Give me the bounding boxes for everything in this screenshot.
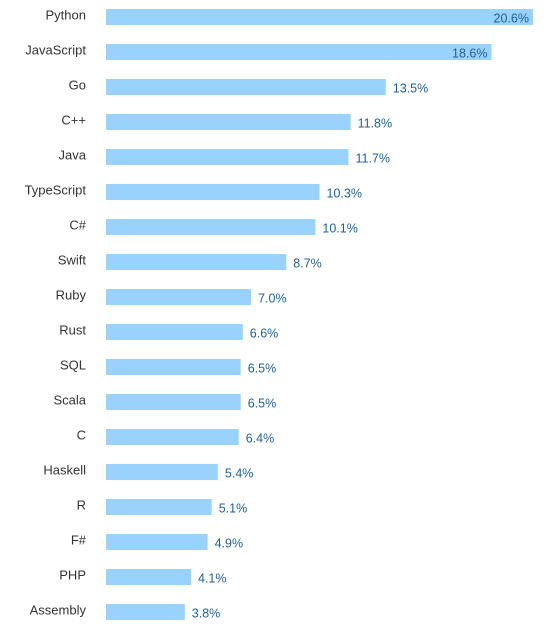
value-label-python: 20.6% [494, 11, 529, 25]
bar-scala [106, 394, 241, 410]
category-label-c: C [77, 427, 86, 442]
bar-php [106, 569, 191, 585]
value-label-scala: 6.5% [248, 396, 277, 410]
category-label-ruby: Ruby [56, 287, 87, 302]
bar-assembly [106, 604, 185, 620]
value-label-ruby: 7.0% [258, 291, 287, 305]
category-label-python: Python [46, 7, 86, 22]
bar-c [106, 429, 239, 445]
category-label-assembly: Assembly [30, 602, 87, 617]
category-label-javascript: JavaScript [25, 42, 86, 57]
bar-swift [106, 254, 287, 270]
bar-csharp [106, 219, 316, 235]
value-label-rust: 6.6% [250, 326, 278, 340]
value-label-typescript: 10.3% [327, 186, 362, 200]
bar-ruby [106, 289, 252, 305]
value-label-javascript: 18.6% [452, 46, 487, 60]
category-label-java: Java [59, 147, 87, 162]
bar-go [106, 79, 386, 95]
bar-sql [106, 359, 241, 375]
value-label-haskell: 5.4% [225, 466, 254, 480]
value-label-java: 11.7% [356, 151, 391, 165]
bar-r [106, 499, 212, 515]
bar-fsharp [106, 534, 208, 550]
bar-rust [106, 324, 243, 340]
bars-layer [106, 9, 533, 620]
value-label-csharp: 10.1% [322, 221, 357, 235]
value-label-sql: 6.5% [248, 361, 277, 375]
bar-javascript [106, 44, 492, 60]
bar-cplusplus [106, 114, 351, 130]
value-label-assembly: 3.8% [192, 606, 221, 620]
category-label-sql: SQL [60, 357, 86, 372]
category-label-php: PHP [59, 567, 86, 582]
value-label-c: 6.4% [246, 431, 275, 445]
value-label-go: 13.5% [393, 81, 428, 95]
bar-java [106, 149, 349, 165]
category-label-typescript: TypeScript [25, 182, 87, 197]
value-label-r: 5.1% [219, 501, 248, 515]
value-label-cplusplus: 11.8% [358, 116, 393, 130]
value-label-php: 4.1% [198, 571, 227, 585]
bar-typescript [106, 184, 320, 200]
category-label-fsharp: F# [71, 532, 87, 547]
bar-python [106, 9, 533, 25]
value-label-fsharp: 4.9% [215, 536, 244, 550]
category-label-haskell: Haskell [43, 462, 86, 477]
bar-haskell [106, 464, 218, 480]
value-label-swift: 8.7% [293, 256, 322, 270]
category-label-r: R [77, 497, 86, 512]
category-label-go: Go [69, 77, 86, 92]
category-label-rust: Rust [59, 322, 86, 337]
category-label-swift: Swift [58, 252, 87, 267]
category-label-scala: Scala [53, 392, 86, 407]
category-label-csharp: C# [69, 217, 86, 232]
category-label-cplusplus: C++ [61, 112, 86, 127]
labels-layer: Python 20.6% JavaScript 18.6% Go 13.5% C++ 11.8… [25, 7, 529, 620]
